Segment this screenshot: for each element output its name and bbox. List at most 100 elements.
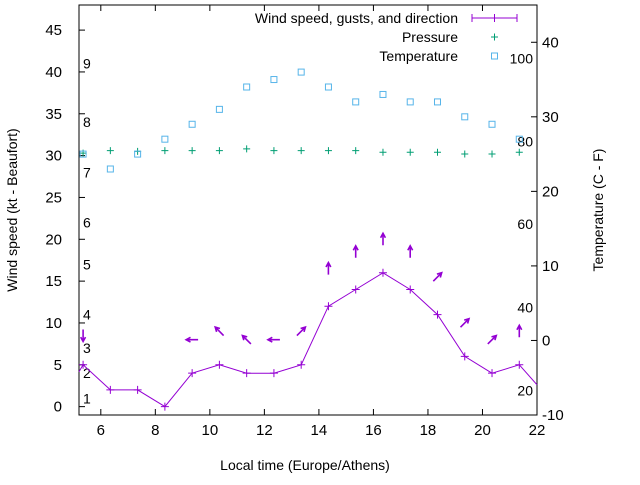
- pressure-point: [488, 150, 496, 158]
- plot-frame: [78, 4, 538, 416]
- temperature-point: [324, 83, 332, 91]
- pressure-point: [352, 147, 360, 155]
- pressure-point: [243, 145, 251, 153]
- beaufort-label: 6: [83, 215, 91, 231]
- wind-speed-point: [79, 360, 88, 369]
- fahrenheit-label: 60: [517, 216, 533, 232]
- wind-speed-line: [78, 272, 538, 408]
- wind-speed-point: [460, 352, 469, 361]
- y-tick-label: 30: [45, 148, 62, 165]
- wind-speed-point: [324, 302, 333, 311]
- x-tick-label: 20: [474, 422, 491, 439]
- wind-direction-arrow: [379, 231, 387, 246]
- wind-direction-arrow: [214, 325, 225, 337]
- temperature-point: [515, 135, 523, 143]
- temperature-point: [161, 135, 169, 143]
- pressure-point: [379, 148, 387, 156]
- x-tick-label: 8: [151, 422, 159, 439]
- y-tick-label: 40: [45, 64, 62, 81]
- pressure-point: [433, 148, 441, 156]
- temperature-point: [352, 98, 360, 106]
- y-tick-label: 25: [45, 189, 62, 206]
- y-ticks: 0 5 10 15 20 25 30 35 40 45: [45, 22, 85, 416]
- x-tick-label: 12: [256, 422, 273, 439]
- y-tick-label: 0: [54, 399, 62, 416]
- series-layer: [78, 68, 538, 411]
- wind-direction-arrow: [184, 336, 199, 343]
- y2-tick-label: 0: [542, 332, 550, 349]
- temperature-point: [270, 76, 278, 84]
- fahrenheit-labels: 20 40 60 80 100: [510, 51, 534, 399]
- wind-direction-arrow: [241, 334, 252, 345]
- y2-tick-label: 10: [542, 258, 559, 275]
- beaufort-label: 9: [83, 56, 91, 72]
- legend-swatch-pressure: [491, 33, 498, 41]
- y-axis-title: Wind speed (kt - Beaufort): [4, 128, 20, 291]
- y-tick-label: 35: [45, 106, 62, 123]
- y-tick-label: 5: [54, 357, 62, 374]
- wind-direction-arrow: [432, 271, 443, 282]
- wind-direction-arrow: [296, 325, 307, 337]
- wind-direction-arrow: [352, 244, 359, 258]
- beaufort-label: 7: [83, 164, 91, 180]
- wind-speed-point: [433, 310, 442, 319]
- beaufort-label: 2: [83, 365, 91, 381]
- wind-speed-point: [160, 402, 169, 411]
- y2-tick-label: 20: [542, 183, 559, 200]
- x-tick-label: 6: [97, 422, 105, 439]
- x-axis-title: Local time (Europe/Athens): [220, 457, 390, 473]
- wind-speed-point: [297, 360, 306, 369]
- legend: Wind speed, gusts, and direction Pressure…: [255, 10, 518, 64]
- temperature-point: [215, 105, 223, 113]
- beaufort-labels: 1 2 3 4 5 6 7 8 9: [83, 56, 91, 407]
- y2-ticks: -10 0 10 20 30 40: [531, 34, 564, 424]
- temperature-point: [297, 68, 305, 76]
- y-tick-label: 10: [45, 315, 62, 332]
- x-tick-label: 10: [202, 422, 219, 439]
- fahrenheit-label: 20: [517, 382, 533, 398]
- beaufort-label: 1: [83, 390, 91, 406]
- wind-speed-point: [378, 268, 387, 277]
- temperature-point: [134, 150, 142, 158]
- pressure-point: [106, 147, 114, 155]
- wind-direction-arrow: [516, 323, 523, 338]
- pressure-point: [515, 148, 523, 156]
- wind-speed-point: [488, 369, 497, 378]
- legend-label-pressure: Pressure: [402, 29, 458, 45]
- wind-direction-arrow: [487, 334, 498, 345]
- wind-direction-arrow: [325, 260, 332, 275]
- fahrenheit-label: 100: [510, 51, 534, 67]
- y-tick-label: 20: [45, 231, 62, 248]
- temperature-point: [188, 120, 196, 128]
- beaufort-label: 5: [83, 256, 91, 272]
- beaufort-label: 4: [83, 307, 91, 323]
- wind-direction-arrow: [407, 244, 414, 258]
- fahrenheit-label: 40: [517, 300, 533, 316]
- wind-speed-point: [133, 385, 142, 394]
- x-tick-label: 16: [365, 422, 382, 439]
- temperature-point: [461, 113, 469, 121]
- legend-label-wind: Wind speed, gusts, and direction: [255, 10, 458, 26]
- pressure-point: [461, 150, 469, 158]
- x-tick-label: 18: [420, 422, 437, 439]
- temperature-point: [488, 120, 496, 128]
- temperature-point: [406, 98, 414, 106]
- pressure-point: [161, 147, 169, 155]
- temperature-point: [433, 98, 441, 106]
- legend-swatch-temperature: [491, 52, 498, 60]
- wind-speed-point: [188, 369, 197, 378]
- pressure-point: [297, 147, 305, 155]
- wind-speed-point: [269, 369, 278, 378]
- pressure-point: [270, 147, 278, 155]
- temperature-point: [243, 83, 251, 91]
- y2-tick-label: 40: [542, 34, 559, 51]
- pressure-point: [215, 147, 223, 155]
- pressure-point: [188, 147, 196, 155]
- y2-tick-label: -10: [542, 407, 564, 424]
- wind-direction-arrow: [266, 336, 280, 343]
- wind-direction-arrow: [79, 329, 87, 344]
- beaufort-label: 3: [83, 340, 91, 356]
- beaufort-label: 8: [83, 114, 91, 130]
